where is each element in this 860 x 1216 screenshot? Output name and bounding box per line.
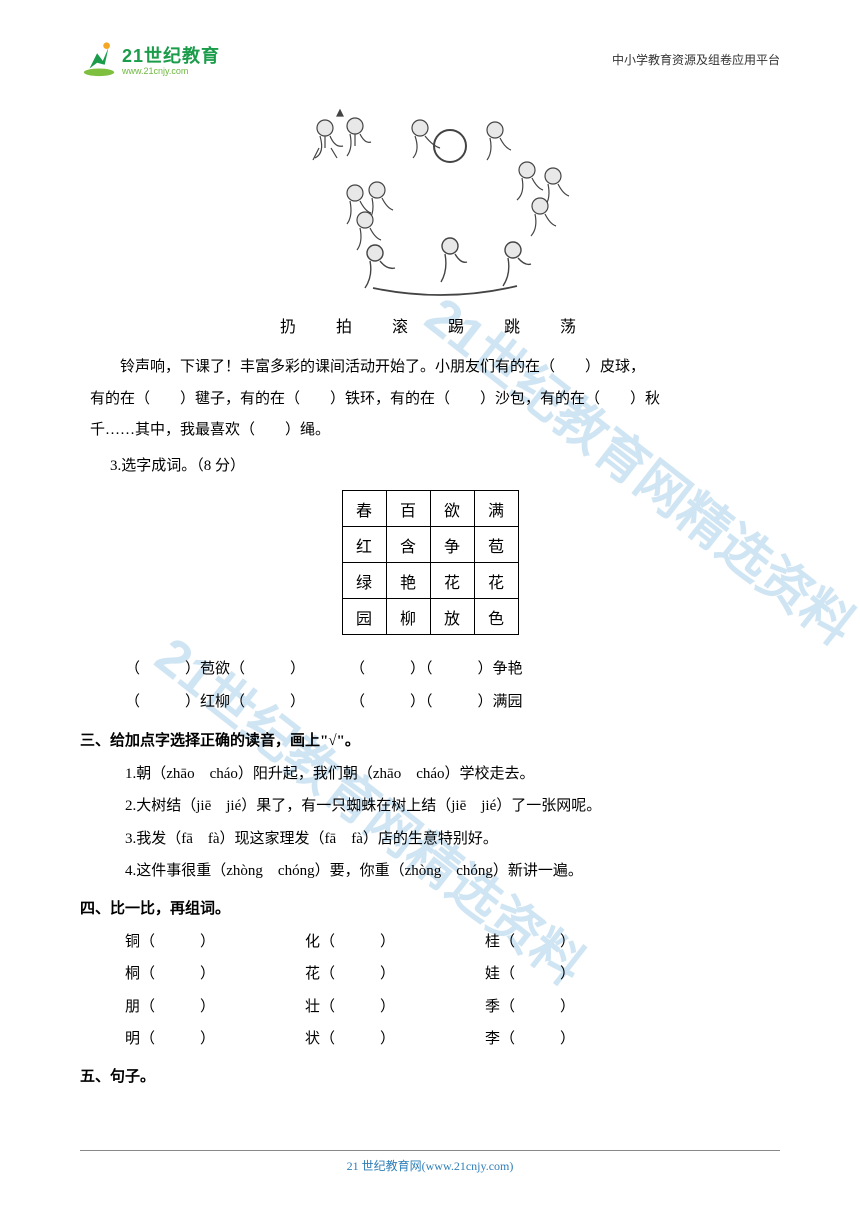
compare-cell: 状（ ）	[305, 1023, 485, 1055]
compare-cell: 花（ ）	[305, 958, 485, 990]
grid-cell: 争	[430, 527, 474, 563]
word-bank-item: 荡	[560, 319, 580, 336]
compare-cell: 娃（ ）	[485, 958, 665, 990]
compare-row: 铜（ ） 化（ ） 桂（ ）	[125, 926, 780, 958]
word-bank-item: 拍	[336, 319, 356, 336]
word-bank-item: 滚	[392, 319, 412, 336]
word-bank-item: 跳	[504, 319, 524, 336]
grid-cell: 色	[474, 599, 518, 635]
grid-cell: 艳	[386, 563, 430, 599]
compare-cell: 铜（ ）	[125, 926, 305, 958]
compare-row: 明（ ） 状（ ） 李（ ）	[125, 1023, 780, 1055]
grid-cell: 满	[474, 491, 518, 527]
grid-cell: 绿	[342, 563, 386, 599]
logo-block: 21世纪教育 www.21cnjy.com	[80, 40, 220, 78]
compare-row: 桐（ ） 花（ ） 娃（ ）	[125, 958, 780, 990]
passage-line-1: 铃声响，下课了！丰富多彩的课间活动开始了。小朋友们有的在（ ）皮球，	[90, 352, 770, 384]
grid-cell: 苞	[474, 527, 518, 563]
compare-cell: 季（ ）	[485, 991, 665, 1023]
grid-cell: 含	[386, 527, 430, 563]
section-3-heading: 三、给加点字选择正确的读音，画上"√"。	[80, 725, 780, 758]
logo-title: 21世纪教育	[122, 42, 220, 68]
compare-cell: 李（ ）	[485, 1023, 665, 1055]
s3-item-1: 1.朝（zhāo cháo）阳升起，我们朝（zhāo cháo）学校走去。	[125, 758, 780, 790]
compare-cell: 化（ ）	[305, 926, 485, 958]
compare-cell: 朋（ ）	[125, 991, 305, 1023]
compare-cell: 桂（ ）	[485, 926, 665, 958]
section-5-heading: 五、句子。	[80, 1061, 780, 1094]
compare-row: 朋（ ） 壮（ ） 季（ ）	[125, 991, 780, 1023]
passage-line-2: 有的在（ ）毽子，有的在（ ）铁环，有的在（ ）沙包，有的在（ ）秋	[90, 384, 770, 416]
q3-heading: 3.选字成词。（8 分）	[110, 451, 750, 483]
footer-text: 21 世纪教育网(www.21cnjy.com)	[347, 1159, 514, 1173]
compare-cell: 明（ ）	[125, 1023, 305, 1055]
grid-cell: 春	[342, 491, 386, 527]
fill-blank-row-b: （ ）红柳（ ） （ ）（ ）满园	[125, 686, 780, 719]
compare-cell: 桐（ ）	[125, 958, 305, 990]
page: 21世纪教育 www.21cnjy.com 中小学教育资源及组卷应用平台	[0, 0, 860, 1144]
word-bank: 扔 拍 滚 踢 跳 荡	[80, 313, 780, 337]
fill-blank-row-a: （ ）苞欲（ ） （ ）（ ）争艳	[125, 653, 780, 686]
word-bank-item: 扔	[280, 319, 300, 336]
compare-cell: 壮（ ）	[305, 991, 485, 1023]
page-footer: 21 世纪教育网(www.21cnjy.com)	[0, 1150, 860, 1174]
grid-cell: 红	[342, 527, 386, 563]
compare-grid: 铜（ ） 化（ ） 桂（ ） 桐（ ） 花（ ） 娃（ ） 朋（ ） 壮（ ） …	[125, 926, 780, 1055]
grid-cell: 柳	[386, 599, 430, 635]
word-bank-item: 踢	[448, 319, 468, 336]
grid-cell: 百	[386, 491, 430, 527]
logo-icon	[80, 40, 118, 78]
grid-cell: 花	[430, 563, 474, 599]
activity-illustration	[265, 98, 595, 298]
character-grid: 春 百 欲 满 红 含 争 苞 绿 艳 花 花 园 柳 放 色	[342, 490, 519, 635]
s3-item-2: 2.大树结（jiē jié）果了，有一只蜘蛛在树上结（jiē jié）了一张网呢…	[125, 790, 780, 822]
grid-cell: 放	[430, 599, 474, 635]
s3-item-3: 3.我发（fā fà）现这家理发（fā fà）店的生意特别好。	[125, 823, 780, 855]
s3-item-4: 4.这件事很重（zhòng chóng）要，你重（zhòng chóng）新讲一…	[125, 855, 780, 887]
grid-cell: 花	[474, 563, 518, 599]
logo-text: 21世纪教育 www.21cnjy.com	[122, 42, 220, 76]
footer-divider	[80, 1150, 780, 1151]
section-4-heading: 四、比一比，再组词。	[80, 893, 780, 926]
passage-line-3: 千……其中，我最喜欢（ ）绳。	[90, 415, 770, 447]
page-header: 21世纪教育 www.21cnjy.com 中小学教育资源及组卷应用平台	[80, 40, 780, 78]
grid-cell: 园	[342, 599, 386, 635]
header-right-text: 中小学教育资源及组卷应用平台	[612, 51, 780, 68]
grid-cell: 欲	[430, 491, 474, 527]
